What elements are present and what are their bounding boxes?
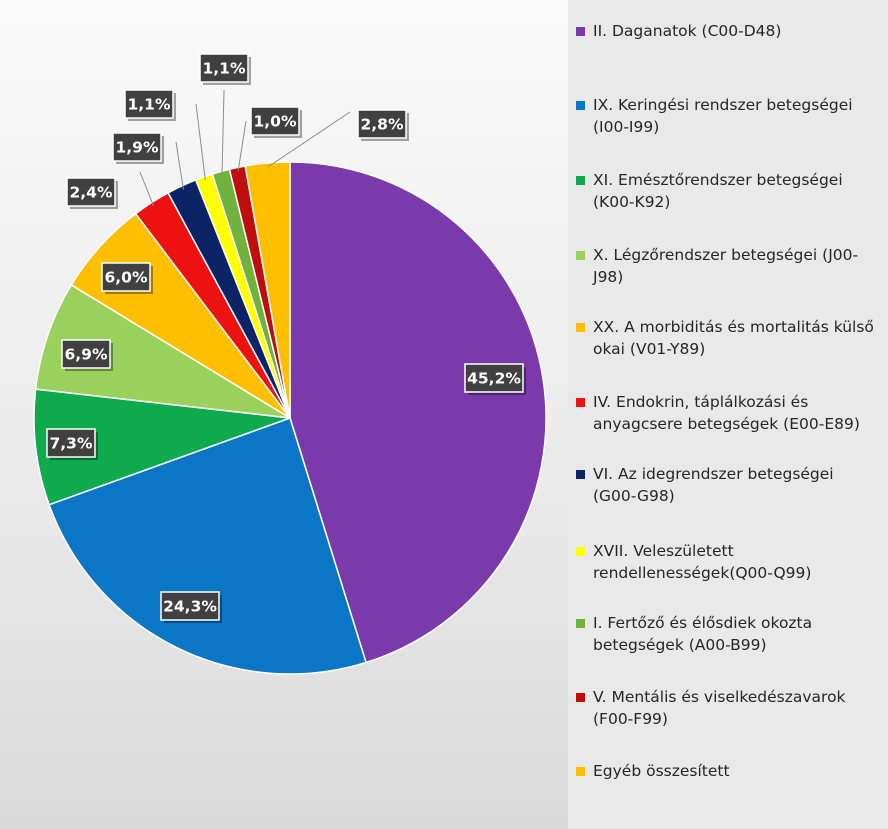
pie-slice — [244, 161, 291, 419]
data-label: 6,0% — [101, 262, 153, 294]
pie-slice — [48, 417, 367, 675]
legend-label: II. Daganatok (C00-D48) — [593, 22, 782, 40]
data-label-text: 2,4% — [70, 184, 113, 202]
legend-swatch — [576, 470, 585, 479]
legend-label: IV. Endokrin, táplálkozási és anyagcsere… — [593, 393, 860, 433]
data-label-box — [199, 53, 249, 83]
data-label: 1,1% — [124, 89, 176, 121]
data-label-text: 1,0% — [254, 113, 297, 131]
legend-label: VI. Az idegrendszer betegségei (G00-G98) — [593, 465, 834, 505]
leader-line — [139, 171, 155, 207]
legend-swatch — [576, 693, 585, 702]
legend-label: IX. Keringési rendszer betegségei (I00-I… — [593, 96, 853, 136]
data-label: 24,3% — [160, 591, 222, 623]
data-label-text: 24,3% — [163, 598, 217, 616]
legend-item: IV. Endokrin, táplálkozási és anyagcsere… — [576, 391, 876, 435]
legend-label: XX. A morbiditás és mortalitás külső oka… — [593, 318, 874, 358]
data-label: 1,1% — [199, 53, 251, 85]
data-label: 1,0% — [250, 106, 302, 138]
data-label-text: 1,9% — [116, 139, 159, 157]
legend-label: XI. Emésztőrendszer betegségei (K00-K92) — [593, 171, 843, 211]
legend-swatch — [576, 323, 585, 332]
data-label-text: 6,9% — [65, 346, 108, 364]
data-label-box — [124, 89, 174, 119]
data-label-text: 1,1% — [203, 60, 246, 78]
data-label-text: 6,0% — [105, 269, 148, 287]
pie-slice — [33, 388, 291, 506]
legend-label: V. Mentális és viselkedészavarok (F00-F9… — [593, 688, 846, 728]
legend-swatch — [576, 101, 585, 110]
data-label: 45,2% — [464, 363, 526, 395]
leader-line — [237, 120, 247, 172]
data-label: 7,3% — [46, 428, 98, 460]
legend-swatch — [576, 619, 585, 628]
legend-item: V. Mentális és viselkedészavarok (F00-F9… — [576, 686, 876, 730]
data-label-box — [112, 132, 162, 162]
data-label-box — [160, 591, 220, 621]
legend-item: XI. Emésztőrendszer betegségei (K00-K92) — [576, 169, 876, 213]
legend-item: IX. Keringési rendszer betegségei (I00-I… — [576, 94, 876, 138]
legend-item: XX. A morbiditás és mortalitás külső oka… — [576, 316, 876, 360]
data-label-box — [61, 339, 111, 369]
data-label: 2,4% — [66, 177, 118, 209]
data-label-text: 2,8% — [361, 116, 404, 134]
data-label: 6,9% — [61, 339, 113, 371]
legend-swatch — [576, 767, 585, 776]
data-label-box — [464, 363, 524, 393]
legend: II. Daganatok (C00-D48) IX. Keringési ren… — [568, 0, 888, 829]
legend-swatch — [576, 547, 585, 556]
data-label-box — [66, 177, 116, 207]
legend-label: I. Fertőző és élősdiek okozta betegségek… — [593, 614, 813, 654]
legend-item: X. Légzőrendszer betegségei (J00-J98) — [576, 244, 876, 288]
legend-item: II. Daganatok (C00-D48) — [576, 20, 876, 42]
data-label: 2,8% — [357, 109, 409, 141]
legend-label: Egyéb összesített — [593, 762, 730, 780]
legend-item: Egyéb összesített — [576, 760, 876, 782]
data-label-box — [250, 106, 300, 136]
legend-swatch — [576, 251, 585, 260]
legend-swatch — [576, 27, 585, 36]
legend-swatch — [576, 176, 585, 185]
leader-line — [175, 141, 184, 190]
pie-slice — [34, 283, 291, 419]
leader-line — [221, 89, 225, 176]
data-label-text: 45,2% — [467, 370, 521, 388]
legend-swatch — [576, 398, 585, 407]
pie-wedges — [33, 161, 547, 675]
data-label-box — [357, 109, 407, 139]
pie-data-labels: 45,2% 24,3% 7,3% 6,9% 6,0% 2,4% 1,9% 1,1% 1,1% 1,… — [46, 53, 526, 623]
legend-item: XVII. Veleszületett rendellenességek(Q00… — [576, 540, 876, 584]
data-label-text: 7,3% — [50, 435, 93, 453]
legend-item: VI. Az idegrendszer betegségei (G00-G98) — [576, 463, 876, 507]
legend-item: I. Fertőző és élősdiek okozta betegségek… — [576, 612, 876, 656]
legend-label: X. Légzőrendszer betegségei (J00-J98) — [593, 246, 859, 286]
data-label-box — [46, 428, 96, 458]
data-label-box — [101, 262, 151, 292]
legend-label: XVII. Veleszületett rendellenességek(Q00… — [593, 542, 812, 582]
leader-line — [195, 103, 206, 181]
data-label: 1,9% — [112, 132, 164, 164]
pie-slice — [289, 161, 547, 664]
leader-line — [267, 111, 351, 168]
data-label-text: 1,1% — [128, 96, 171, 114]
pie-chart: 45,2% 24,3% 7,3% 6,9% 6,0% 2,4% 1,9% 1,1% 1,1% 1,… — [33, 53, 547, 675]
